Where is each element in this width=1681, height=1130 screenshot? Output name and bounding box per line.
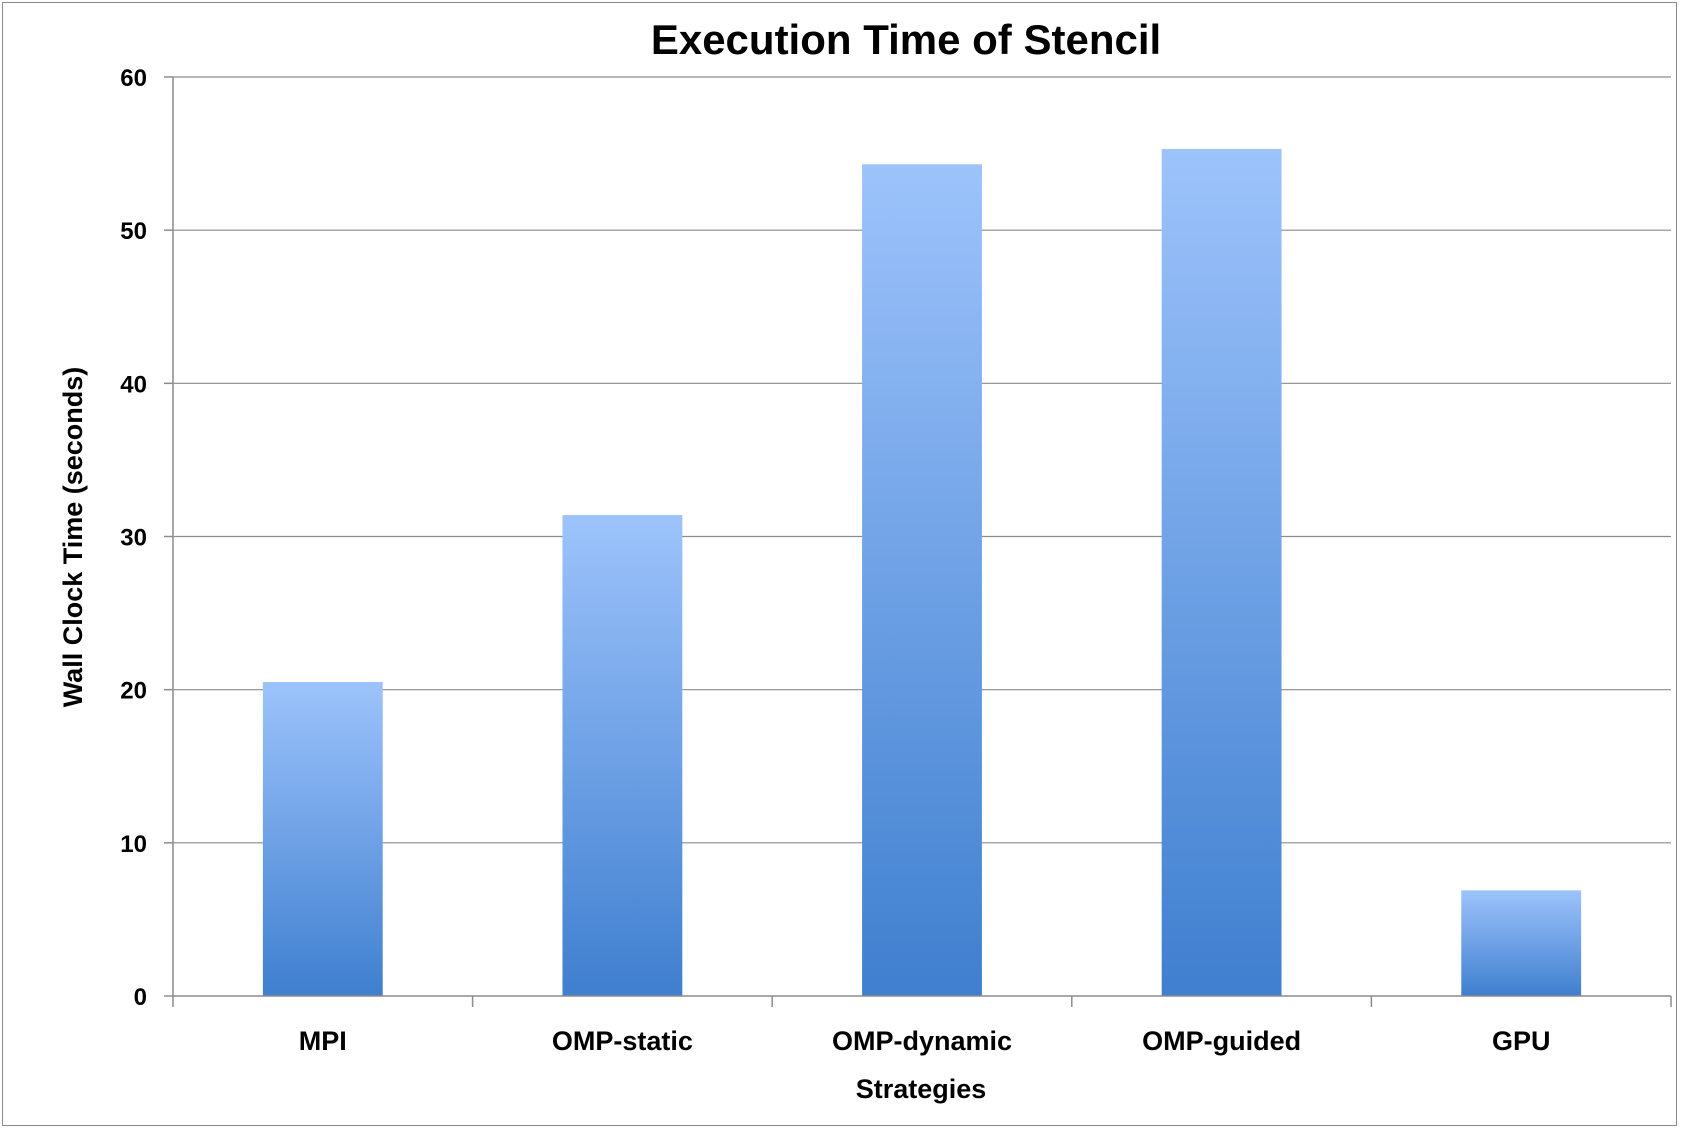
x-tick-label: MPI: [299, 1026, 347, 1056]
y-tick-label: 0: [134, 984, 147, 1011]
y-tick-labels: 0 10 20 30 40 50 60: [120, 65, 147, 1011]
y-tick-label: 10: [120, 831, 147, 858]
bar-omp-static: [562, 515, 683, 996]
y-tick-label: 50: [120, 218, 147, 245]
y-tick-label: 40: [120, 371, 147, 398]
x-tick-label: OMP-guided: [1142, 1026, 1301, 1056]
bar-mpi: [262, 682, 383, 996]
x-tick-label: GPU: [1492, 1026, 1551, 1056]
bar-gpu: [1461, 890, 1582, 996]
bar-omp-dynamic: [862, 164, 982, 996]
bar-omp-guided: [1161, 148, 1282, 996]
chart-title: Execution Time of Stencil: [651, 16, 1161, 63]
y-tick-label: 30: [120, 525, 147, 552]
axes: [164, 76, 1672, 1007]
x-axis-label: Strategies: [856, 1074, 987, 1104]
x-tick-label: OMP-dynamic: [832, 1026, 1012, 1056]
x-tick-label: OMP-static: [552, 1026, 693, 1056]
y-axis-label: Wall Clock Time (seconds): [58, 367, 88, 708]
y-tick-label: 20: [120, 678, 147, 705]
y-tick-label: 60: [120, 65, 147, 92]
bars: [262, 148, 1582, 996]
x-category-labels: MPI OMP-static OMP-dynamic OMP-guided GPU: [299, 1026, 1551, 1056]
